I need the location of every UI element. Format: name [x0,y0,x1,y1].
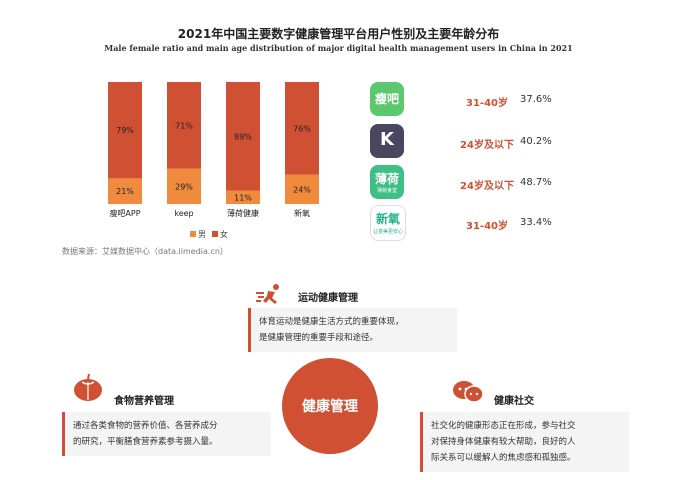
legend-swatch-female [212,231,218,237]
sport-title: 运动健康管理 [298,293,358,304]
social-desc-line1: 社交化的健康形态正在形成，参与社交 [431,421,576,431]
food-desc-line2: 的研究，平衡膳食营养素参考摄入量。 [73,437,218,447]
bar-label-male-0: 21% [116,187,134,196]
bar-label-female-3: 76% [293,124,311,133]
social-desc-box: 社交化的健康形态正在形成，参与社交 对保持身体健康有较大帮助，良好的人 际关系可… [420,412,629,472]
app-row-soyoung: 新氧 让变美更安心 31-40岁 33.4% [370,205,570,245]
social-title: 健康社交 [494,396,534,407]
keep-logo-text: K [380,129,394,150]
social-desc-line2: 对保持身体健康有较大帮助，良好的人 [431,437,576,447]
bar-label-female-0: 79% [116,126,134,135]
chat-bubbles-icon [452,378,484,410]
boohee-app-icon: 薄荷 薄荷食堂 [370,165,404,199]
app-row-keep: K 24岁及以下 40.2% [370,124,570,164]
app-row-shouba: 瘦吧 31-40岁 37.6% [370,82,570,122]
bar-male-0 [108,178,142,204]
legend-item-male: 男 [190,229,206,240]
app-pct-soyoung: 33.4% [520,217,552,228]
boohee-logo-sub: 薄荷食堂 [376,188,397,194]
app-pct-boohee: 48.7% [520,177,552,188]
food-title: 食物营养管理 [114,396,174,407]
sport-desc-box: 体育运动是健康生活方式的重要体现， 是健康管理的重要手段和途径。 [248,308,457,352]
app-age-keep: 24岁及以下 [460,140,514,151]
health-management-circle: 健康管理 [282,358,378,454]
bar-male-1 [167,168,201,204]
shouba-logo-text: 瘦吧 [374,92,399,106]
sport-desc-line1: 体育运动是健康生活方式的重要体现， [259,317,404,327]
bar-female-1 [167,82,201,169]
category-label-3: 新氧 [294,208,310,218]
bar-label-female-1: 71% [175,121,193,130]
running-icon [256,283,286,311]
chart-title: 2021年中国主要数字健康管理平台用户性别及主要年龄分布 [177,27,500,41]
category-label-0: 瘦吧APP [109,208,140,218]
sport-desc-line2: 是健康管理的重要手段和途径。 [259,333,379,343]
app-pct-keep: 40.2% [520,136,552,147]
social-desc-line3: 际关系可以缓解人的焦虑感和孤独感。 [431,453,576,463]
app-age-soyoung: 31-40岁 [466,221,508,232]
food-desc-box: 通过各类食物的营养价值、各营养成分 的研究，平衡膳食营养素参考摄入量。 [62,412,271,456]
legend-item-female: 女 [212,229,228,240]
bar-male-3 [285,174,319,204]
bar-label-male-3: 24% [293,185,311,194]
soyoung-app-icon: 新氧 让变美更安心 [370,205,406,241]
bar-male-2 [226,190,260,204]
app-age-boohee: 24岁及以下 [460,181,514,192]
legend-label-female: 女 [220,230,228,239]
bar-female-2 [226,82,260,191]
category-label-2: 薄荷健康 [227,208,259,218]
soyoung-logo-sub: 让变美更安心 [372,229,403,235]
legend-label-male: 男 [198,230,206,239]
bar-female-0 [108,82,142,179]
boohee-logo-text: 薄荷 [374,172,399,186]
app-age-shouba: 31-40岁 [466,98,508,109]
bar-female-3 [285,82,319,175]
bar-label-male-2: 11% [234,193,252,202]
keep-app-icon: K [370,124,404,158]
bar-label-female-2: 89% [234,132,252,141]
stacked-bar-chart: 21% 79% 瘦吧APP 29% 71% keep 11% 89% 薄荷健康 24% 76% 新氧 [108,82,319,218]
chart-legend: 男 女 [190,229,228,240]
pumpkin-icon [72,372,104,408]
food-desc-line1: 通过各类食物的营养价值、各营养成分 [73,421,218,431]
bar-label-male-1: 29% [175,182,193,191]
chart-subtitle: Male female ratio and main age distribut… [104,43,573,53]
soyoung-logo-text: 新氧 [375,212,400,226]
category-label-1: keep [174,209,193,218]
shouba-app-icon: 瘦吧 [370,82,404,116]
legend-swatch-male [190,231,196,237]
data-source: 数据来源：艾媒数据中心（data.iimedia.cn） [62,247,228,256]
app-pct-shouba: 37.6% [520,94,552,105]
app-row-boohee: 薄荷 薄荷食堂 24岁及以下 48.7% [370,165,570,205]
